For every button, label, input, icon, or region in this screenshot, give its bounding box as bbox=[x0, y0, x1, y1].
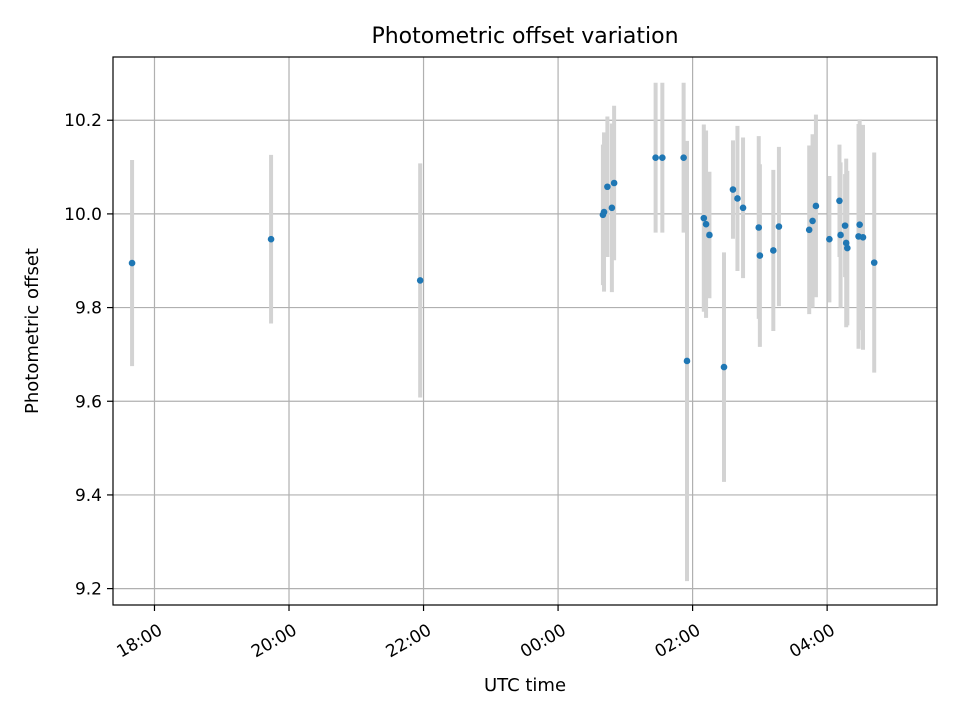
data-point bbox=[720, 363, 728, 371]
x-axis-label: UTC time bbox=[484, 675, 566, 696]
data-point bbox=[841, 222, 849, 229]
x-tick-label: 20:00 bbox=[248, 620, 300, 662]
x-tick-label: 00:00 bbox=[517, 620, 569, 662]
data-point bbox=[805, 226, 813, 234]
data-point bbox=[683, 357, 691, 365]
data-point bbox=[826, 235, 833, 243]
y-tick-label: 9.8 bbox=[75, 299, 102, 319]
data-point bbox=[756, 252, 764, 259]
data-point bbox=[755, 224, 763, 231]
data-point bbox=[770, 247, 777, 254]
chart-title: Photometric offset variation bbox=[371, 24, 678, 49]
data-point bbox=[702, 220, 710, 228]
x-tick-label: 22:00 bbox=[383, 620, 435, 662]
data-point bbox=[844, 244, 851, 252]
data-point bbox=[652, 154, 659, 162]
data-point bbox=[842, 239, 850, 247]
data-point bbox=[775, 223, 783, 230]
data-point bbox=[267, 235, 275, 243]
data-point bbox=[729, 186, 737, 193]
data-point bbox=[870, 259, 878, 266]
data-point bbox=[128, 259, 136, 267]
x-tick-label: 02:00 bbox=[652, 620, 704, 662]
data-point bbox=[706, 231, 713, 239]
x-tick-label: 18:00 bbox=[114, 620, 166, 662]
data-point bbox=[600, 208, 608, 216]
data-point bbox=[700, 214, 708, 222]
data-point bbox=[739, 204, 747, 212]
x-axis-ticks: 18:00 20:00 22:00 00:00 02:00 04:00 bbox=[114, 605, 839, 662]
y-tick-label: 9.4 bbox=[75, 486, 102, 506]
y-tick-label: 9.2 bbox=[75, 580, 102, 600]
data-point bbox=[680, 154, 687, 162]
y-axis-ticks: 9.2 9.4 9.6 9.8 10.0 10.2 bbox=[64, 111, 113, 600]
data-point bbox=[610, 179, 618, 187]
plot-frame bbox=[112, 56, 938, 606]
data-point bbox=[859, 234, 867, 241]
data-point bbox=[659, 154, 666, 162]
data-point bbox=[604, 183, 611, 191]
grid bbox=[113, 57, 937, 605]
data-points bbox=[128, 154, 878, 371]
y-tick-label: 10.2 bbox=[64, 111, 102, 131]
data-point bbox=[608, 204, 616, 212]
y-tick-label: 10.0 bbox=[64, 205, 102, 225]
data-point bbox=[836, 197, 843, 205]
y-tick-label: 9.6 bbox=[75, 392, 102, 412]
y-axis-label: Photometric offset bbox=[22, 248, 43, 414]
data-point bbox=[809, 217, 816, 225]
data-point bbox=[856, 221, 863, 228]
plot-background bbox=[113, 57, 937, 605]
data-point bbox=[812, 202, 820, 210]
data-point bbox=[734, 195, 741, 202]
data-point bbox=[416, 277, 424, 284]
x-tick-label: 04:00 bbox=[786, 620, 838, 662]
data-point bbox=[837, 231, 844, 239]
